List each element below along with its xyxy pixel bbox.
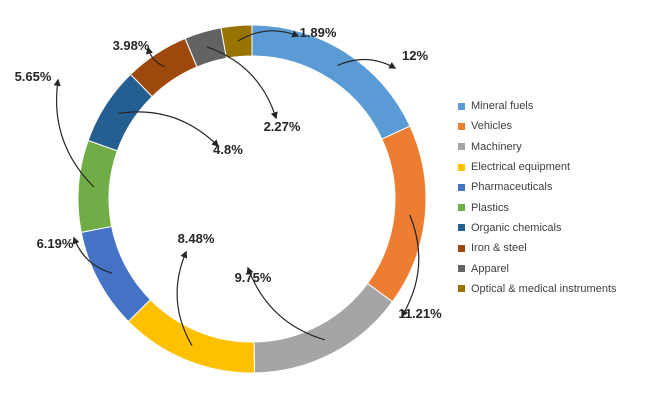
legend-label: Plastics xyxy=(471,201,509,214)
legend-swatch xyxy=(458,143,465,151)
legend-label: Iron & steel xyxy=(471,242,527,255)
legend-swatch xyxy=(458,183,465,191)
legend-label: Optical & medical instruments xyxy=(471,282,617,295)
legend-item-iron-and-steel: Iron & steel xyxy=(458,238,617,258)
legend-swatch xyxy=(458,102,465,110)
data-label-electrical-equipment: 8.48% xyxy=(178,231,215,246)
legend-label: Machinery xyxy=(471,140,522,153)
leader-line-vehicles xyxy=(401,214,420,318)
legend-swatch xyxy=(458,285,465,293)
data-label-plastics: 5.65% xyxy=(15,69,52,84)
leader-lines-layer xyxy=(53,30,420,347)
legend: Mineral fuels Vehicles Machinery Electrical… xyxy=(458,96,617,299)
legend-item-apparel: Apparel xyxy=(458,258,617,278)
legend-swatch xyxy=(458,224,465,232)
leader-line-electrical-equipment xyxy=(176,250,193,347)
data-label-optical-and-medical-instruments: 1.89% xyxy=(300,25,337,40)
legend-label: Electrical equipment xyxy=(471,161,571,174)
legend-item-pharmaceuticals: Pharmaceuticals xyxy=(458,177,617,197)
slice-machinery xyxy=(253,282,394,374)
legend-label: Mineral fuels xyxy=(471,100,534,113)
legend-swatch xyxy=(458,265,465,273)
leader-line-organic-chemicals xyxy=(118,111,220,148)
data-label-pharmaceuticals: 6.19% xyxy=(37,236,74,251)
legend-label: Vehicles xyxy=(471,120,512,133)
slice-electrical-equipment xyxy=(127,298,255,374)
data-label-apparel: 2.27% xyxy=(264,119,301,134)
legend-item-mineral-fuels: Mineral fuels xyxy=(458,96,617,116)
data-label-machinery: 9.75% xyxy=(235,270,272,285)
slice-pharmaceuticals xyxy=(80,225,152,323)
data-label-organic-chemicals: 4.8% xyxy=(213,142,243,157)
legend-item-organic-chemicals: Organic chemicals xyxy=(458,218,617,238)
legend-item-vehicles: Vehicles xyxy=(458,116,617,136)
slices-layer xyxy=(77,24,427,374)
legend-label: Apparel xyxy=(471,262,509,275)
legend-swatch xyxy=(458,122,465,130)
legend-item-plastics: Plastics xyxy=(458,197,617,217)
legend-item-machinery: Machinery xyxy=(458,137,617,157)
slice-optical-and-medical-instruments xyxy=(220,24,253,59)
leader-line-plastics xyxy=(53,78,95,188)
leader-line-optical-and-medical-instruments xyxy=(237,30,300,42)
leader-line-apparel xyxy=(206,46,278,120)
leader-line-iron-and-steel xyxy=(146,46,165,68)
data-label-mineral-fuels: 12% xyxy=(402,48,428,63)
data-labels-layer: 12% 11.21% 9.75% 8.48% 6.19% 5.65% 4.8% 3.98% 2.… xyxy=(15,25,443,321)
slice-plastics xyxy=(77,139,118,233)
leader-line-mineral-fuels xyxy=(337,58,397,69)
legend-swatch xyxy=(458,163,465,171)
data-label-vehicles: 11.21% xyxy=(398,306,442,321)
leader-line-pharmaceuticals xyxy=(72,236,113,274)
legend-label: Organic chemicals xyxy=(471,221,562,234)
leader-line-machinery xyxy=(246,266,325,341)
legend-label: Pharmaceuticals xyxy=(471,181,553,194)
legend-swatch xyxy=(458,244,465,252)
legend-swatch xyxy=(458,204,465,212)
data-label-iron-and-steel: 3.98% xyxy=(113,38,150,53)
legend-item-electrical-equipment: Electrical equipment xyxy=(458,157,617,177)
legend-item-optical-and-medical-instruments: Optical & medical instruments xyxy=(458,279,617,299)
